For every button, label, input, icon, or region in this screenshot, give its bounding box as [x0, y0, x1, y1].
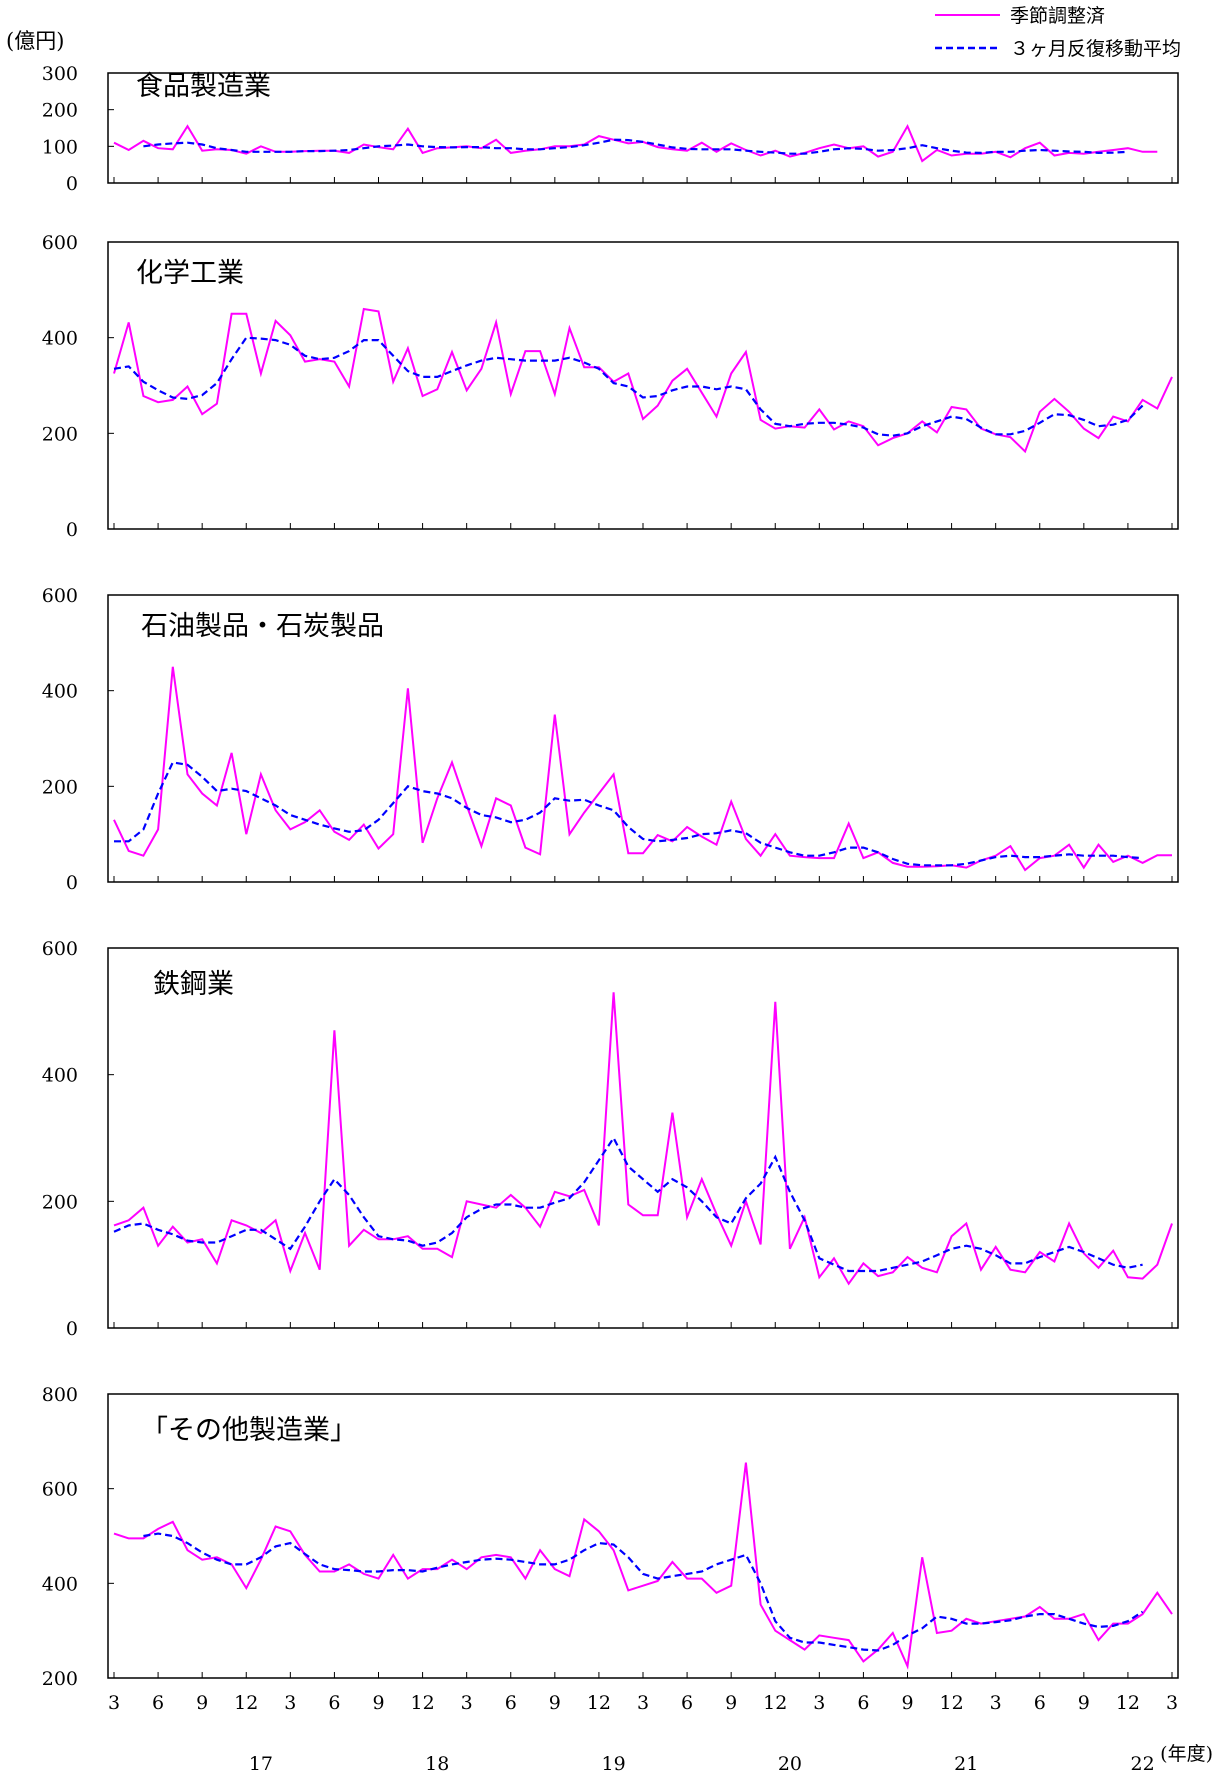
y-tick-label: 0: [66, 1318, 78, 1340]
x-tick-label: 3: [813, 1692, 825, 1714]
x-tick-label: 9: [196, 1692, 208, 1714]
y-tick-label: 800: [42, 1384, 78, 1406]
y-tick-label: 300: [42, 63, 78, 85]
x-year-label: 19: [602, 1753, 626, 1775]
panel-other: 「その他製造業」 200 400 600 800: [42, 1384, 1178, 1690]
x-tick-label: 6: [328, 1692, 340, 1714]
x-year-label: 22: [1131, 1753, 1155, 1775]
x-tick-label: 6: [505, 1692, 517, 1714]
y-tick-label: 0: [66, 173, 78, 195]
legend-label-seasonal: 季節調整済: [1010, 5, 1105, 27]
panel-title: 石油製品・石炭製品: [141, 611, 384, 642]
series-line-moving-average: [143, 1534, 1142, 1651]
x-tick-label: 3: [284, 1692, 296, 1714]
x-tick-label: 9: [372, 1692, 384, 1714]
x-tick-label: 12: [234, 1692, 258, 1714]
chart-panels: 食品製造業 0 100 200 300 化学工業 0 200 400 600 石油製品・石炭製品 0 2…: [42, 63, 1178, 1690]
y-unit-label: (億円): [6, 29, 64, 53]
y-tick-label: 100: [42, 136, 78, 158]
panel-title: 「その他製造業」: [141, 1415, 357, 1446]
x-tick-label: 3: [461, 1692, 473, 1714]
x-tick-label: 12: [763, 1692, 787, 1714]
panel-title: 鉄鋼業: [153, 969, 234, 1000]
series-line-seasonal: [114, 992, 1172, 1283]
y-tick-label: 400: [42, 328, 78, 350]
panel-food: 食品製造業 0 100 200 300: [42, 63, 1178, 195]
y-tick-label: 600: [42, 232, 78, 254]
panel-title: 化学工業: [136, 258, 244, 289]
x-year-label: 21: [954, 1753, 978, 1775]
y-tick-label: 0: [66, 519, 78, 541]
x-tick-label: 3: [990, 1692, 1002, 1714]
x-tick-label: 9: [901, 1692, 913, 1714]
x-tick-label: 12: [939, 1692, 963, 1714]
x-tick-label: 6: [152, 1692, 164, 1714]
x-unit-label: (年度): [1160, 1743, 1213, 1765]
series-line-seasonal: [114, 309, 1172, 452]
y-tick-label: 400: [42, 1065, 78, 1087]
x-tick-label: 3: [1166, 1692, 1178, 1714]
x-tick-label: 6: [857, 1692, 869, 1714]
x-tick-label: 12: [1116, 1692, 1140, 1714]
legend: 季節調整済 ３ヶ月反復移動平均: [935, 5, 1181, 60]
x-tick-label: 6: [1034, 1692, 1046, 1714]
x-tick-label: 6: [681, 1692, 693, 1714]
y-tick-label: 200: [42, 100, 78, 122]
x-year-label: 17: [249, 1753, 273, 1775]
y-tick-label: 200: [42, 423, 78, 445]
panel-petroleum: 石油製品・石炭製品 0 200 400 600: [42, 585, 1178, 894]
series-line-moving-average: [114, 338, 1143, 436]
y-tick-label: 600: [42, 585, 78, 607]
series-line-seasonal: [114, 126, 1157, 161]
x-tick-label: 9: [549, 1692, 561, 1714]
y-tick-label: 600: [42, 938, 78, 960]
y-tick-label: 200: [42, 776, 78, 798]
panel-steel: 鉄鋼業 0 200 400 600: [42, 938, 1178, 1340]
series-line-seasonal: [114, 1463, 1172, 1667]
y-tick-label: 400: [42, 681, 78, 703]
x-year-label: 20: [778, 1753, 802, 1775]
x-tick-label: 9: [725, 1692, 737, 1714]
y-tick-label: 200: [42, 1668, 78, 1690]
x-tick-label: 3: [637, 1692, 649, 1714]
panel-chemical: 化学工業 0 200 400 600: [42, 232, 1178, 541]
x-tick-label: 3: [108, 1692, 120, 1714]
x-tick-label: 12: [587, 1692, 611, 1714]
panel-title: 食品製造業: [136, 71, 271, 102]
x-tick-label: 12: [410, 1692, 434, 1714]
y-tick-label: 600: [42, 1479, 78, 1501]
y-tick-label: 200: [42, 1191, 78, 1213]
plot-frame: [108, 242, 1178, 529]
y-tick-label: 400: [42, 1573, 78, 1595]
legend-label-moving-average: ３ヶ月反復移動平均: [1010, 38, 1181, 60]
y-tick-label: 0: [66, 872, 78, 894]
x-tick-label: 9: [1078, 1692, 1090, 1714]
x-axis: 3 6 9 12 3 6 9 12 3 6 9 12 3 6 9 12 3 6 9 12 3 6 9 12 3 17 18 19 20 2…: [108, 177, 1213, 1775]
x-year-label: 18: [425, 1753, 449, 1775]
